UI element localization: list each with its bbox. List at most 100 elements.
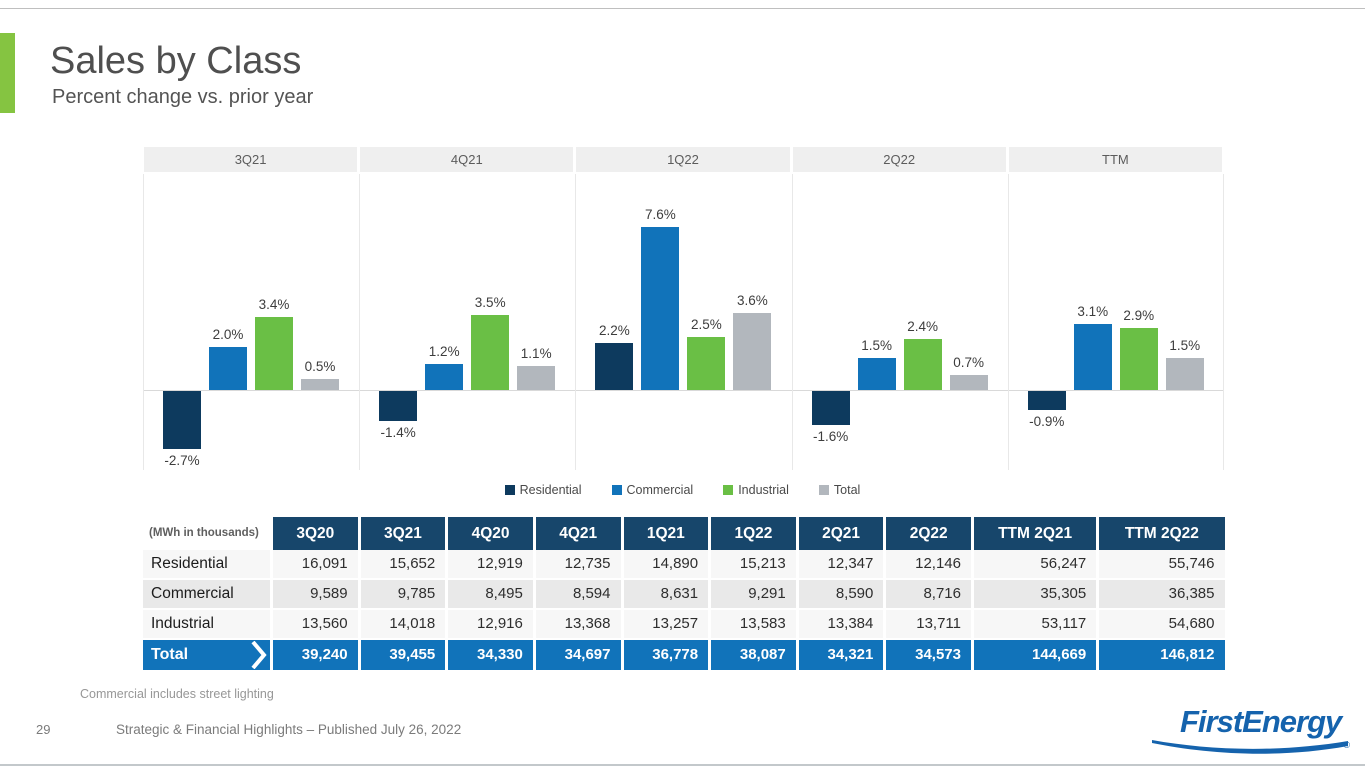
panel-header-2Q22: 2Q22 [792,147,1006,172]
bar-residential-3Q21 [163,391,201,449]
row-label: Residential [143,550,273,580]
legend-label: Industrial [738,483,789,497]
cell-residential-3Q20: 16,091 [273,550,361,580]
panel-separator [359,174,360,470]
cell-residential-2Q22: 12,146 [886,550,974,580]
column-header-2Q21: 2Q21 [798,517,887,550]
bar-value-label-residential-1Q22: 2.2% [599,322,630,338]
legend-label: Residential [519,483,582,497]
panel-separator [575,174,576,470]
row-label: Commercial [143,580,273,610]
chart-plot-area: -2.7% 2.0% 3.4% 0.5% -1.4% 1.2% 3.5% 1.1% 2.2% 7.… [143,174,1224,470]
bar-value-label-commercial-TTM: 3.1% [1077,303,1109,319]
panel-header-1Q22: 1Q22 [576,147,790,172]
slide-bottom-border [0,764,1365,766]
cell-total-1Q22: 38,087 [711,640,799,670]
table-row-residential: Residential 16,091 15,652 12,919 12,735 14,89… [143,550,1225,580]
bar-value-label-residential-4Q21: -1.4% [380,424,416,440]
legend-swatch-icon [611,485,622,495]
cell-commercial-4Q20: 8,495 [448,580,536,610]
panel-separator [1008,174,1009,470]
registered-trademark: ® [1343,740,1350,750]
bar-industrial-3Q21 [255,317,293,390]
column-header-3Q21: 3Q21 [360,517,449,550]
footnote: Commercial includes street lighting [80,687,274,701]
table-row-industrial: Industrial 13,560 14,018 12,916 13,368 13,257… [143,610,1225,640]
zero-axis-line [143,390,1224,391]
bar-commercial-1Q22 [641,227,680,390]
total-row-label: Total [143,640,273,670]
bar-value-label-total-1Q22: 3.6% [737,292,768,308]
cell-commercial-4Q21: 8,594 [535,580,624,610]
sales-data-table: (MWh in thousands) 3Q20 3Q21 4Q20 4Q21 1Q21 1Q… [143,517,1225,670]
cell-total-2Q22: 34,573 [886,640,974,670]
cell-industrial-1Q21: 13,257 [623,610,712,640]
cell-residential-3Q21: 15,652 [360,550,449,580]
legend-item-total: Total [818,483,860,497]
column-header-3Q20: 3Q20 [273,517,361,550]
column-header-1Q22: 1Q22 [711,517,799,550]
bar-value-label-commercial-4Q21: 1.2% [428,344,460,360]
bar-value-label-commercial-1Q22: 7.6% [645,207,676,223]
logo-swoosh-icon [1152,740,1348,754]
cell-industrial-TTM-2Q22: 54,680 [1099,610,1225,640]
bar-value-label-total-3Q21: 0.5% [304,359,336,375]
table-unit-label: (MWh in thousands) [149,527,259,539]
legend-swatch-icon [504,485,515,495]
cell-residential-TTM-2Q22: 55,746 [1099,550,1225,580]
slide-top-border [0,8,1365,9]
bar-value-label-residential-3Q21: -2.7% [164,452,200,468]
bar-value-label-total-2Q22: 0.7% [953,355,984,371]
bar-industrial-TTM [1119,327,1158,390]
cell-industrial-4Q20: 12,916 [448,610,536,640]
bar-value-label-commercial-3Q21: 2.0% [212,327,244,343]
cell-total-3Q21: 39,455 [360,640,449,670]
cell-industrial-4Q21: 13,368 [535,610,624,640]
bar-value-label-total-TTM: 1.5% [1169,337,1201,353]
legend-swatch-icon [723,485,734,495]
cell-total-4Q21: 34,697 [535,640,624,670]
table-row-total: Total 39,240 39,455 34,330 34,697 36,778 38,08… [143,640,1225,670]
table-row-commercial: Commercial 9,589 9,785 8,495 8,594 8,631 9,291… [143,580,1225,610]
cell-total-3Q20: 39,240 [273,640,361,670]
bar-total-3Q21 [301,379,339,390]
cell-commercial-2Q21: 8,590 [798,580,887,610]
bar-total-4Q21 [517,366,556,390]
panel-separator [143,174,144,470]
column-header-2Q22: 2Q22 [886,517,974,550]
firstenergy-logo: FirstEnergy ® [1152,704,1352,756]
bar-commercial-TTM [1073,323,1112,390]
bar-total-TTM [1165,357,1204,390]
bar-residential-4Q21 [379,391,418,421]
cell-industrial-3Q20: 13,560 [273,610,361,640]
bar-value-label-residential-TTM: -0.9% [1029,414,1065,430]
panel-separator [1223,174,1224,470]
column-header-4Q20: 4Q20 [448,517,536,550]
cell-residential-2Q21: 12,347 [798,550,887,580]
bar-value-label-industrial-2Q22: 2.4% [907,318,938,334]
bar-value-label-industrial-TTM: 2.9% [1123,307,1155,323]
cell-commercial-1Q22: 9,291 [711,580,799,610]
column-header-1Q21: 1Q21 [623,517,712,550]
cell-industrial-3Q21: 14,018 [360,610,449,640]
cell-industrial-TTM-2Q21: 53,117 [974,610,1100,640]
cell-total-1Q21: 36,778 [623,640,712,670]
bar-value-label-commercial-2Q22: 1.5% [861,337,892,353]
cell-residential-1Q22: 15,213 [711,550,799,580]
panel-header-4Q21: 4Q21 [360,147,574,172]
cell-total-TTM-2Q22: 146,812 [1099,640,1225,670]
cell-commercial-2Q22: 8,716 [886,580,974,610]
cell-total-4Q20: 34,330 [448,640,536,670]
cell-commercial-3Q21: 9,785 [360,580,449,610]
accent-bar [0,33,15,113]
bar-value-label-industrial-3Q21: 3.4% [258,297,290,313]
chart-legend: Residential Commercial Industrial Total [0,483,1365,497]
bar-residential-TTM [1027,391,1066,411]
cell-residential-4Q21: 12,735 [535,550,624,580]
legend-swatch-icon [818,485,829,495]
chevron-right-icon [251,641,267,669]
legend-label: Commercial [626,483,694,497]
cell-commercial-1Q21: 8,631 [623,580,712,610]
cell-residential-4Q20: 12,919 [448,550,536,580]
